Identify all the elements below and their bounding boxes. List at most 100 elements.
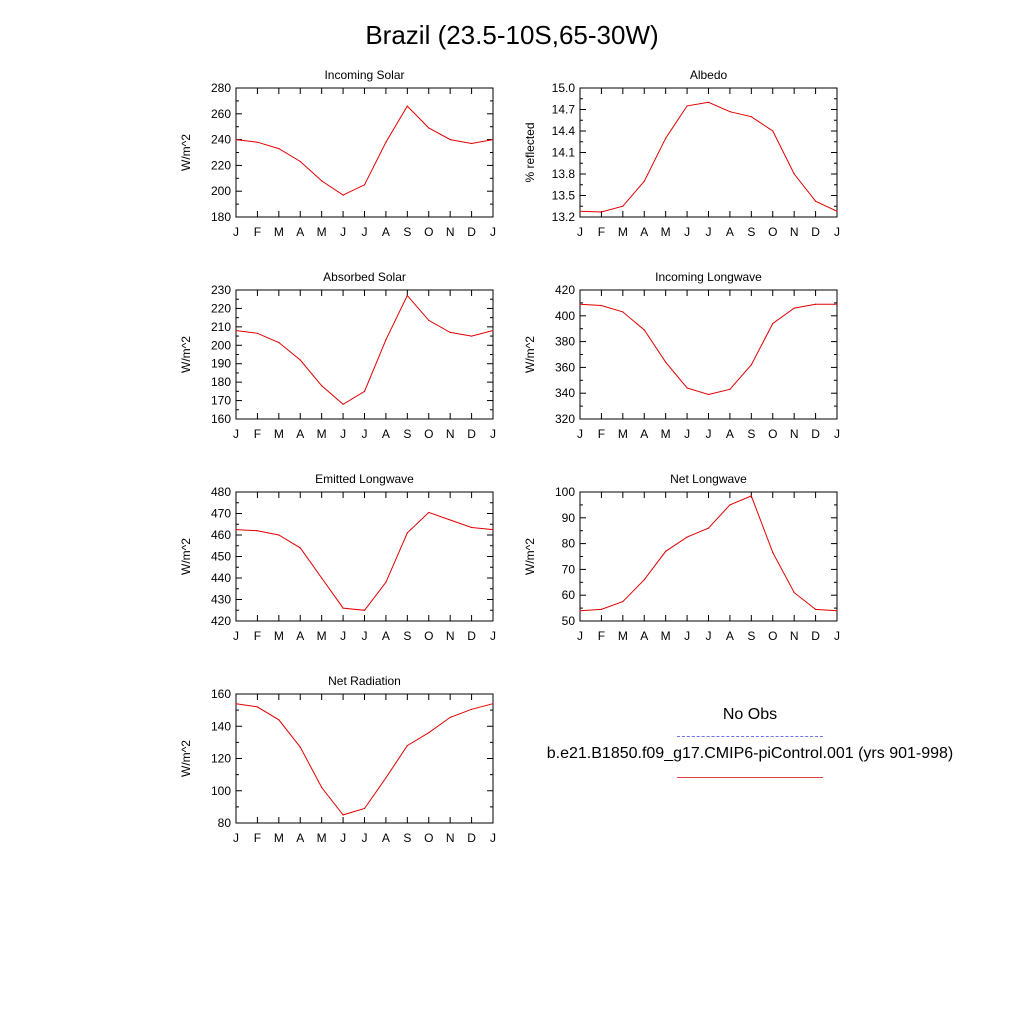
x-tick-label: M [274, 831, 284, 845]
x-tick-label: J [340, 427, 346, 441]
y-tick-label: 13.8 [552, 167, 576, 181]
y-axis-label: W/m^2 [179, 134, 193, 171]
y-tick-label: 200 [211, 338, 231, 352]
data-point [793, 173, 795, 175]
data-point [643, 329, 645, 331]
x-tick-label: A [382, 629, 390, 643]
x-tick-label: F [254, 831, 261, 845]
data-point [492, 529, 494, 531]
y-tick-label: 15.0 [552, 81, 576, 95]
y-tick-label: 220 [211, 158, 231, 172]
data-point [750, 495, 752, 497]
data-point [278, 148, 280, 150]
chart-title: Incoming Longwave [655, 270, 762, 284]
y-tick-label: 210 [211, 320, 231, 334]
data-point [772, 552, 774, 554]
x-tick-label: A [382, 225, 390, 239]
y-tick-label: 380 [555, 335, 575, 349]
data-point [836, 210, 838, 212]
chart-title: Net Radiation [328, 674, 401, 688]
data-point [836, 303, 838, 305]
y-axis-label: W/m^2 [179, 538, 193, 575]
data-point [428, 127, 430, 129]
x-tick-label: J [233, 225, 239, 239]
data-point [321, 786, 323, 789]
x-tick-label: M [274, 629, 284, 643]
x-tick-label: J [834, 225, 840, 239]
y-tick-label: 13.5 [552, 189, 576, 203]
y-tick-label: 280 [211, 81, 231, 95]
data-point [600, 304, 603, 307]
x-tick-label: N [790, 225, 799, 239]
y-tick-label: 470 [211, 507, 231, 521]
plot-frame [579, 491, 838, 622]
chart-1: Albedo % reflected 13.2 13.5 13.8 14.1 14.4 14.… [523, 68, 840, 239]
x-tick-label: A [296, 629, 304, 643]
data-point [278, 534, 280, 536]
y-tick-label: 420 [211, 614, 231, 628]
data-point [622, 205, 624, 207]
legend-model-label: b.e21.B1850.f09_g17.CMIP6-piControl.001 … [546, 745, 954, 762]
plot-frame [579, 289, 838, 420]
data-point [428, 319, 430, 322]
x-tick-label: O [424, 629, 433, 643]
x-tick-label: A [726, 427, 734, 441]
data-point [235, 703, 237, 705]
series-line [235, 294, 494, 405]
y-tick-label: 14.1 [552, 146, 576, 160]
data-point [321, 180, 323, 182]
y-axis-label: W/m^2 [523, 538, 537, 575]
plot-frame [235, 491, 494, 622]
data-point [256, 141, 259, 143]
y-tick-label: 14.7 [552, 103, 576, 117]
legend: No Obs b.e21.B1850.f09_g17.CMIP6-piContr… [520, 700, 980, 778]
chart-3: Incoming Longwave W/m^2 320 340 360 380 400 420… [523, 270, 840, 441]
data-point [363, 390, 366, 392]
legend-obs-line [677, 736, 823, 737]
data-point [256, 530, 259, 532]
series-line [235, 511, 494, 611]
x-tick-label: J [490, 629, 496, 643]
data-point [342, 403, 344, 405]
y-tick-label: 220 [211, 301, 231, 315]
data-point [600, 608, 603, 610]
data-point [342, 607, 344, 609]
x-tick-label: M [618, 427, 628, 441]
series-line [235, 105, 494, 196]
x-tick-label: J [340, 629, 346, 643]
y-tick-label: 450 [211, 550, 231, 564]
data-point [321, 385, 323, 387]
data-point [406, 745, 408, 747]
chart-title: Incoming Solar [324, 68, 404, 82]
x-tick-label: N [790, 629, 799, 643]
x-tick-label: D [467, 427, 476, 441]
x-tick-label: J [834, 629, 840, 643]
data-point [579, 610, 581, 612]
x-tick-label: J [577, 629, 583, 643]
x-tick-label: M [661, 225, 671, 239]
plot-frame [579, 87, 838, 218]
x-tick-label: J [362, 225, 368, 239]
data-point [235, 139, 237, 141]
data-point [665, 361, 667, 363]
data-point [342, 194, 344, 196]
x-tick-label: O [424, 427, 433, 441]
data-point [836, 610, 838, 612]
y-axis-label: % reflected [523, 122, 537, 182]
data-point [256, 706, 259, 708]
x-tick-label: M [618, 629, 628, 643]
y-axis-label: W/m^2 [179, 740, 193, 777]
x-tick-label: S [747, 427, 755, 441]
data-point [814, 608, 817, 610]
data-point [470, 335, 473, 337]
data-point [492, 329, 494, 332]
x-tick-label: D [811, 427, 820, 441]
data-point [793, 307, 795, 309]
data-point [406, 532, 408, 534]
plot-frame [235, 693, 494, 824]
y-tick-label: 340 [555, 386, 575, 400]
x-tick-label: A [382, 831, 390, 845]
data-point [686, 536, 688, 538]
data-point [814, 200, 817, 202]
